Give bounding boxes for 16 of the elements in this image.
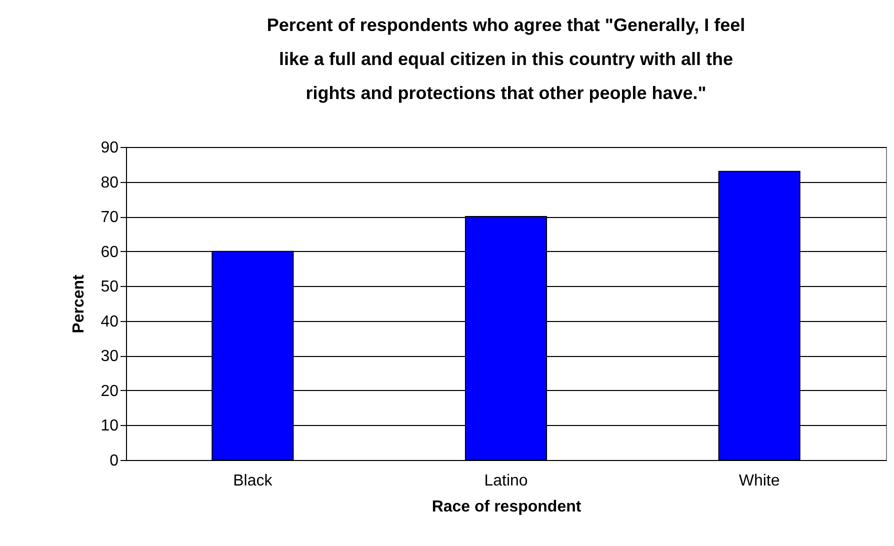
y-tick-label: 50: [100, 278, 119, 296]
y-tick-label: 0: [110, 452, 119, 470]
y-tick-label: 80: [100, 174, 119, 192]
x-tick-label: Black: [233, 472, 274, 490]
y-tick-label: 70: [100, 209, 119, 226]
y-tick-label: 90: [100, 140, 119, 156]
y-tick-label: 60: [100, 244, 119, 261]
y-axis-title: Percent: [70, 274, 88, 334]
x-axis-title: Race of respondent: [432, 498, 582, 516]
y-tick-label: 10: [100, 418, 119, 435]
x-tick-label: Latino: [484, 472, 528, 490]
x-tick-label: White: [738, 472, 780, 490]
y-tick-label: 40: [100, 313, 119, 330]
chart-title: Percent of respondents who agree that "Generally, I feel like a full and equal citizen in this country with all the rights and protections that other people have.": [266, 15, 746, 103]
y-tick-label: 30: [100, 348, 119, 366]
y-tick-label: 20: [100, 382, 119, 400]
